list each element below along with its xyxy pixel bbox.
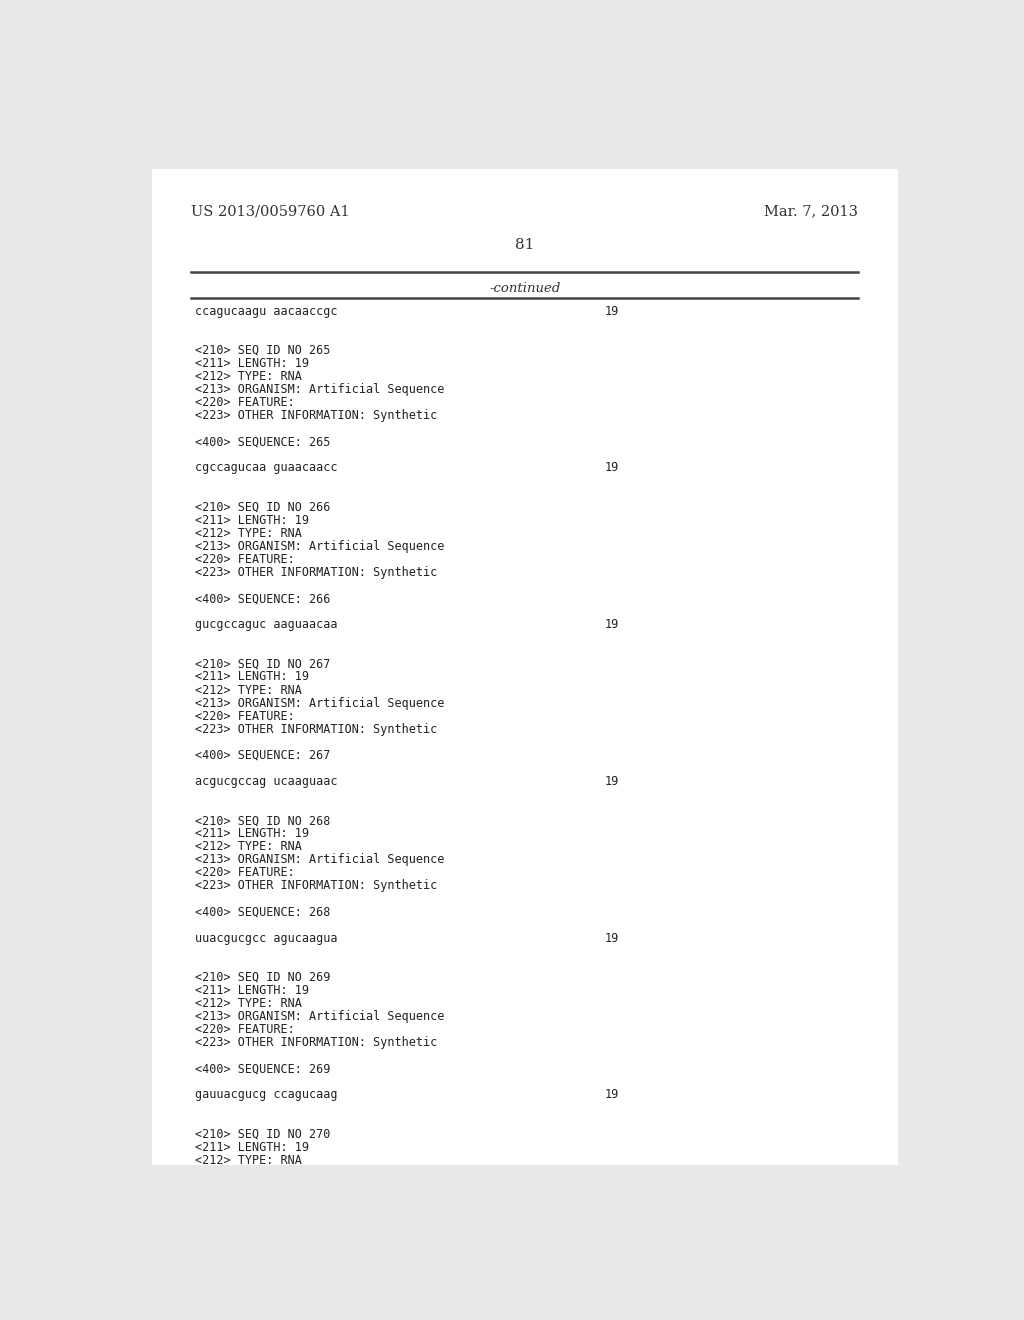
Text: <220> FEATURE:: <220> FEATURE: <box>196 1023 295 1036</box>
Text: <220> FEATURE:: <220> FEATURE: <box>196 553 295 566</box>
FancyBboxPatch shape <box>152 169 898 1164</box>
Text: <400> SEQUENCE: 266: <400> SEQUENCE: 266 <box>196 593 331 605</box>
Text: <400> SEQUENCE: 267: <400> SEQUENCE: 267 <box>196 748 331 762</box>
Text: 81: 81 <box>515 238 535 252</box>
Text: <211> LENGTH: 19: <211> LENGTH: 19 <box>196 1140 309 1154</box>
Text: Mar. 7, 2013: Mar. 7, 2013 <box>764 205 858 218</box>
Text: <210> SEQ ID NO 267: <210> SEQ ID NO 267 <box>196 657 331 671</box>
Text: <212> TYPE: RNA: <212> TYPE: RNA <box>196 997 302 1010</box>
Text: <223> OTHER INFORMATION: Synthetic: <223> OTHER INFORMATION: Synthetic <box>196 879 437 892</box>
Text: <223> OTHER INFORMATION: Synthetic: <223> OTHER INFORMATION: Synthetic <box>196 409 437 422</box>
Text: <212> TYPE: RNA: <212> TYPE: RNA <box>196 370 302 383</box>
Text: <400> SEQUENCE: 265: <400> SEQUENCE: 265 <box>196 436 331 449</box>
Text: <210> SEQ ID NO 268: <210> SEQ ID NO 268 <box>196 814 331 828</box>
Text: US 2013/0059760 A1: US 2013/0059760 A1 <box>191 205 350 218</box>
Text: <212> TYPE: RNA: <212> TYPE: RNA <box>196 841 302 853</box>
Text: <210> SEQ ID NO 269: <210> SEQ ID NO 269 <box>196 970 331 983</box>
Text: <220> FEATURE:: <220> FEATURE: <box>196 710 295 722</box>
Text: <211> LENGTH: 19: <211> LENGTH: 19 <box>196 513 309 527</box>
Text: <213> ORGANISM: Artificial Sequence: <213> ORGANISM: Artificial Sequence <box>196 1010 444 1023</box>
Text: <220> FEATURE:: <220> FEATURE: <box>196 396 295 409</box>
Text: <400> SEQUENCE: 268: <400> SEQUENCE: 268 <box>196 906 331 919</box>
Text: <223> OTHER INFORMATION: Synthetic: <223> OTHER INFORMATION: Synthetic <box>196 1036 437 1049</box>
Text: <213> ORGANISM: Artificial Sequence: <213> ORGANISM: Artificial Sequence <box>196 540 444 553</box>
Text: <211> LENGTH: 19: <211> LENGTH: 19 <box>196 356 309 370</box>
Text: <223> OTHER INFORMATION: Synthetic: <223> OTHER INFORMATION: Synthetic <box>196 566 437 579</box>
Text: gauuacgucg ccagucaag: gauuacgucg ccagucaag <box>196 1089 338 1101</box>
Text: <400> SEQUENCE: 269: <400> SEQUENCE: 269 <box>196 1063 331 1076</box>
Text: 19: 19 <box>604 775 618 788</box>
Text: <213> ORGANISM: Artificial Sequence: <213> ORGANISM: Artificial Sequence <box>196 697 444 710</box>
Text: <211> LENGTH: 19: <211> LENGTH: 19 <box>196 671 309 684</box>
Text: <212> TYPE: RNA: <212> TYPE: RNA <box>196 1154 302 1167</box>
Text: <220> FEATURE:: <220> FEATURE: <box>196 866 295 879</box>
Text: <210> SEQ ID NO 266: <210> SEQ ID NO 266 <box>196 500 331 513</box>
Text: <211> LENGTH: 19: <211> LENGTH: 19 <box>196 828 309 841</box>
Text: <223> OTHER INFORMATION: Synthetic: <223> OTHER INFORMATION: Synthetic <box>196 723 437 735</box>
Text: cgccagucaa guaacaacc: cgccagucaa guaacaacc <box>196 462 338 474</box>
Text: <213> ORGANISM: Artificial Sequence: <213> ORGANISM: Artificial Sequence <box>196 853 444 866</box>
Text: <211> LENGTH: 19: <211> LENGTH: 19 <box>196 983 309 997</box>
Text: 19: 19 <box>604 462 618 474</box>
Text: acgucgccag ucaaguaac: acgucgccag ucaaguaac <box>196 775 338 788</box>
Text: ccagucaagu aacaaccgc: ccagucaagu aacaaccgc <box>196 305 338 318</box>
Text: <212> TYPE: RNA: <212> TYPE: RNA <box>196 527 302 540</box>
Text: <213> ORGANISM: Artificial Sequence: <213> ORGANISM: Artificial Sequence <box>196 383 444 396</box>
Text: <212> TYPE: RNA: <212> TYPE: RNA <box>196 684 302 697</box>
Text: 19: 19 <box>604 305 618 318</box>
Text: uuacgucgcc agucaagua: uuacgucgcc agucaagua <box>196 932 338 945</box>
Text: <210> SEQ ID NO 270: <210> SEQ ID NO 270 <box>196 1127 331 1140</box>
Text: gucgccaguc aaguaacaa: gucgccaguc aaguaacaa <box>196 618 338 631</box>
Text: 19: 19 <box>604 1089 618 1101</box>
Text: 19: 19 <box>604 618 618 631</box>
Text: -continued: -continued <box>489 282 560 296</box>
Text: <210> SEQ ID NO 265: <210> SEQ ID NO 265 <box>196 345 331 356</box>
Text: 19: 19 <box>604 932 618 945</box>
